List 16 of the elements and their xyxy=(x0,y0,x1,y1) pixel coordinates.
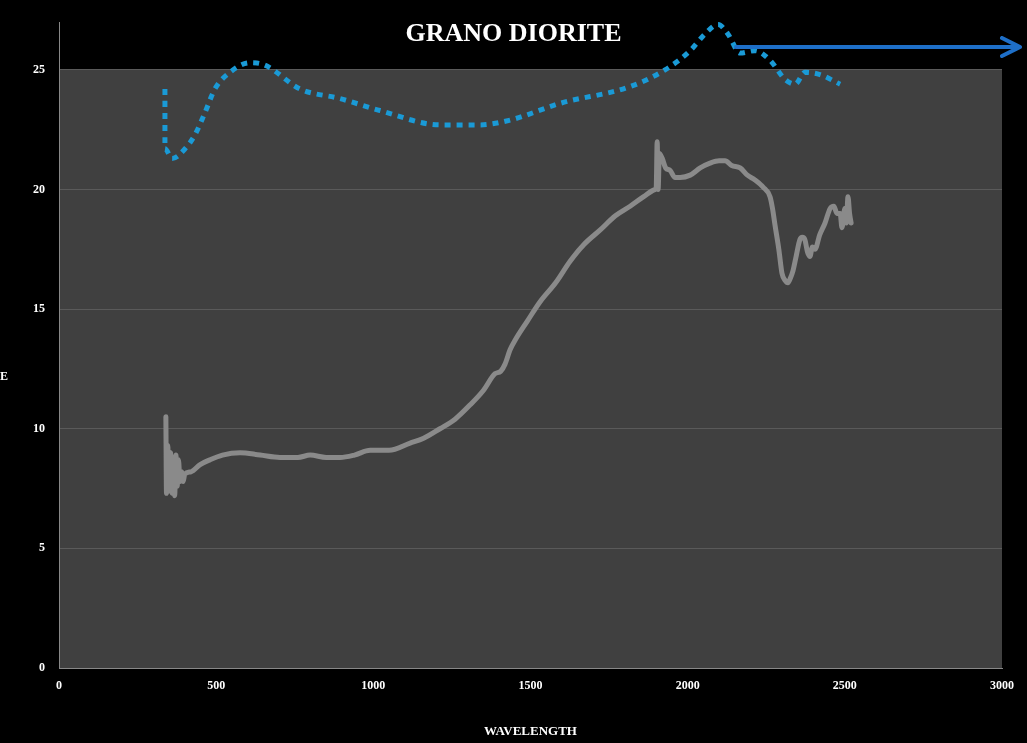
y-tick-label: 25 xyxy=(33,61,45,76)
x-tick-label: 3000 xyxy=(990,678,1014,693)
y-tick-label: 5 xyxy=(39,540,45,555)
x-tick-label: 2000 xyxy=(675,678,700,693)
chart-title: GRANO DIORITE xyxy=(404,18,623,48)
y-tick-label: 10 xyxy=(33,420,45,435)
x-tick-label: 2500 xyxy=(832,678,857,693)
y-tick-label: 0 xyxy=(39,660,45,675)
x-axis-title: WAVELENGTH xyxy=(484,722,577,738)
x-tick-label: 0 xyxy=(56,678,62,693)
y-tick-label: 20 xyxy=(33,181,45,196)
x-tick-label: 1000 xyxy=(361,678,386,693)
y-axis-title: E xyxy=(0,369,9,384)
x-tick-label: 1500 xyxy=(518,678,543,693)
x-tick-label: 500 xyxy=(207,678,226,693)
y-tick-label: 15 xyxy=(33,301,45,316)
